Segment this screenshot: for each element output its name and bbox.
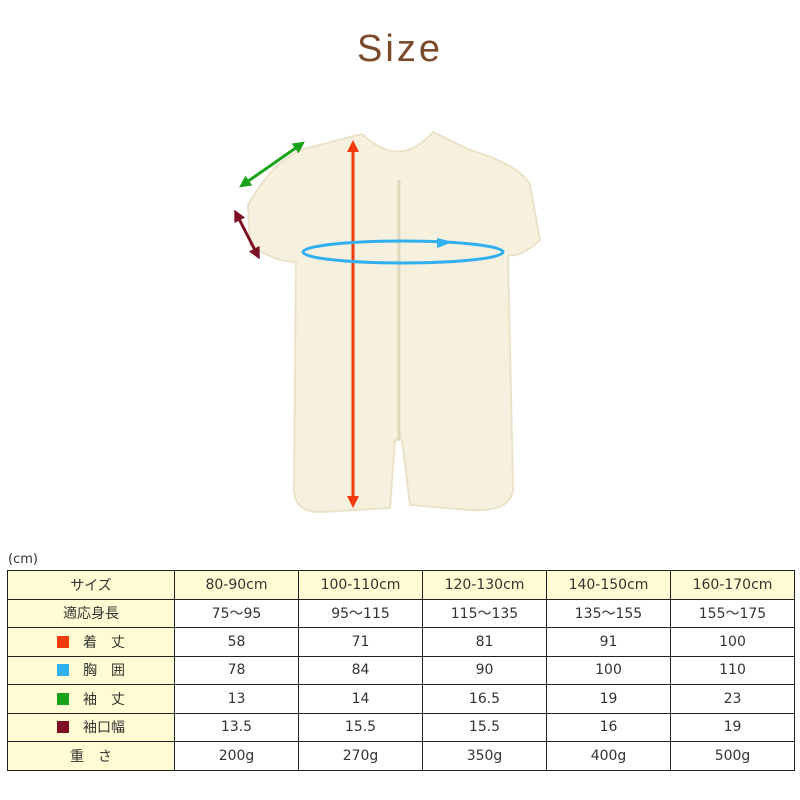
sleep-sack-garment (246, 130, 542, 514)
row-label-text: 袖 丈 (83, 691, 125, 708)
row-label-text: 重 さ (70, 748, 112, 765)
table-cell: 15.5 (422, 712, 547, 742)
table-cell: 110 (670, 655, 795, 685)
header-cell: 80-90cm (174, 570, 299, 600)
header-cell: 120-130cm (422, 570, 547, 600)
row-label: 適応身長 (7, 598, 175, 628)
table-cell: 100 (546, 655, 671, 685)
table-cell: 155〜175 (670, 598, 795, 628)
header-cell: 100-110cm (298, 570, 423, 600)
chest-arrowhead (437, 238, 453, 248)
row-label: 袖 丈 (7, 684, 175, 714)
color-swatch-icon (57, 635, 69, 648)
table-row: 着 丈 58 71 81 91 100 (7, 627, 795, 657)
chest-circumference-ellipse (301, 239, 505, 265)
page-title: Size (357, 28, 443, 70)
table-cell: 19 (546, 684, 671, 714)
table-row: 胸 囲 78 84 90 100 110 (7, 655, 795, 685)
table-row: 適応身長 75〜95 95〜115 115〜135 135〜155 155〜175 (7, 598, 795, 628)
table-cell: 16 (546, 712, 671, 742)
row-label-text: 胸 囲 (83, 663, 125, 680)
table-cell: 270g (298, 741, 423, 771)
row-label-text: 適応身長 (63, 606, 119, 623)
row-label: 袖口幅 (7, 712, 175, 742)
table-row: 袖口幅 13.5 15.5 15.5 16 19 (7, 712, 795, 742)
header-cell: 140-150cm (546, 570, 671, 600)
sleeve-length-arrow (239, 141, 305, 188)
row-label-text: 袖口幅 (83, 720, 125, 737)
row-label-text: 着 丈 (83, 634, 125, 651)
table-cell: 13 (174, 684, 299, 714)
table-cell: 16.5 (422, 684, 547, 714)
unit-label: (cm) (8, 552, 38, 567)
table-cell: 58 (174, 627, 299, 657)
table-cell: 75〜95 (174, 598, 299, 628)
table-row: 袖 丈 13 14 16.5 19 23 (7, 684, 795, 714)
header-label: サイズ (7, 570, 175, 600)
size-table: サイズ 80-90cm 100-110cm 120-130cm 140-150c… (7, 570, 795, 771)
row-label: 重 さ (7, 741, 175, 771)
table-cell: 95〜115 (298, 598, 423, 628)
row-label: 着 丈 (7, 627, 175, 657)
table-cell: 400g (546, 741, 671, 771)
table-cell: 200g (174, 741, 299, 771)
table-cell: 135〜155 (546, 598, 671, 628)
table-cell: 14 (298, 684, 423, 714)
table-cell: 84 (298, 655, 423, 685)
table-cell: 81 (422, 627, 547, 657)
table-cell: 91 (546, 627, 671, 657)
table-cell: 13.5 (174, 712, 299, 742)
table-cell: 23 (670, 684, 795, 714)
table-cell: 15.5 (298, 712, 423, 742)
garment-illustration (234, 130, 542, 514)
color-swatch-icon (57, 721, 69, 734)
table-cell: 19 (670, 712, 795, 742)
table-cell: 78 (174, 655, 299, 685)
table-row: 重 さ 200g 270g 350g 400g 500g (7, 741, 795, 771)
color-swatch-icon (57, 692, 69, 705)
table-cell: 71 (298, 627, 423, 657)
table-cell: 115〜135 (422, 598, 547, 628)
table-cell: 350g (422, 741, 547, 771)
header-cell: 160-170cm (670, 570, 795, 600)
table-cell: 500g (670, 741, 795, 771)
table-header-row: サイズ 80-90cm 100-110cm 120-130cm 140-150c… (7, 570, 795, 600)
table-cell: 100 (670, 627, 795, 657)
row-label: 胸 囲 (7, 655, 175, 685)
color-swatch-icon (57, 664, 69, 677)
cuff-width-arrow (234, 209, 260, 260)
table-cell: 90 (422, 655, 547, 685)
